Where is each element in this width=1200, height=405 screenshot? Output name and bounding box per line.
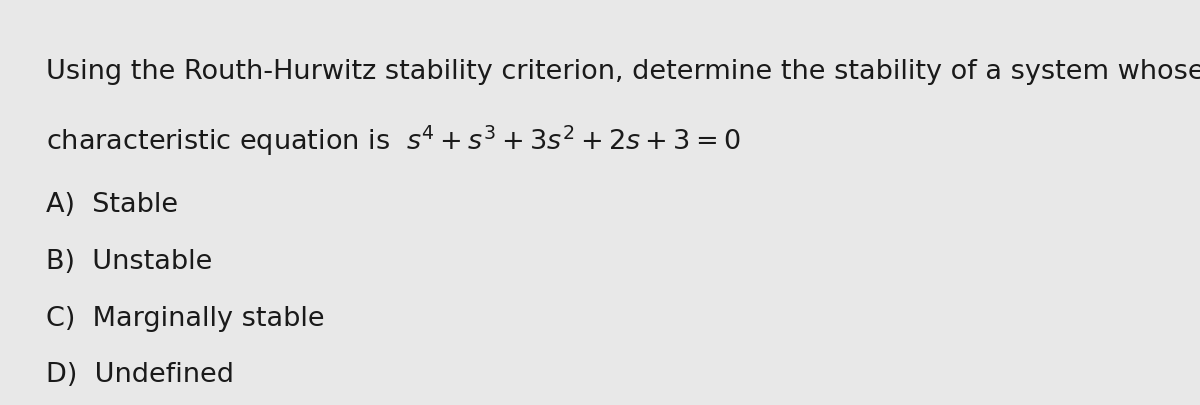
Text: A)  Stable: A) Stable — [46, 192, 178, 218]
Text: characteristic equation is  $s^4 + s^3 + 3s^2 + 2s + 3 = 0$: characteristic equation is $s^4 + s^3 + … — [46, 124, 740, 158]
Text: C)  Marginally stable: C) Marginally stable — [46, 306, 324, 332]
Text: B)  Unstable: B) Unstable — [46, 249, 212, 275]
Text: D)  Undefined: D) Undefined — [46, 362, 234, 388]
Text: Using the Routh-Hurwitz stability criterion, determine the stability of a system: Using the Routh-Hurwitz stability criter… — [46, 59, 1200, 85]
